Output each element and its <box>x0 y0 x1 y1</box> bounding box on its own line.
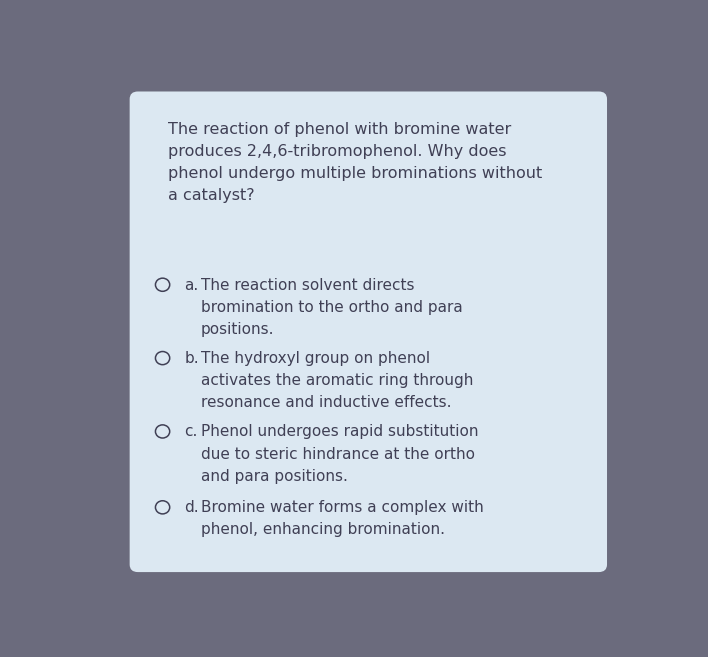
Text: a.: a. <box>185 278 199 292</box>
FancyBboxPatch shape <box>130 91 607 572</box>
Text: The reaction of phenol with bromine water
produces 2,4,6-tribromophenol. Why doe: The reaction of phenol with bromine wate… <box>168 122 542 204</box>
Text: The reaction solvent directs
bromination to the ortho and para
positions.: The reaction solvent directs bromination… <box>201 278 463 337</box>
Text: c.: c. <box>185 424 198 440</box>
Text: The hydroxyl group on phenol
activates the aromatic ring through
resonance and i: The hydroxyl group on phenol activates t… <box>201 351 474 411</box>
Text: Bromine water forms a complex with
phenol, enhancing bromination.: Bromine water forms a complex with pheno… <box>201 500 484 537</box>
Text: d.: d. <box>185 500 199 515</box>
Text: b.: b. <box>185 351 199 366</box>
Text: Phenol undergoes rapid substitution
due to steric hindrance at the ortho
and par: Phenol undergoes rapid substitution due … <box>201 424 479 484</box>
